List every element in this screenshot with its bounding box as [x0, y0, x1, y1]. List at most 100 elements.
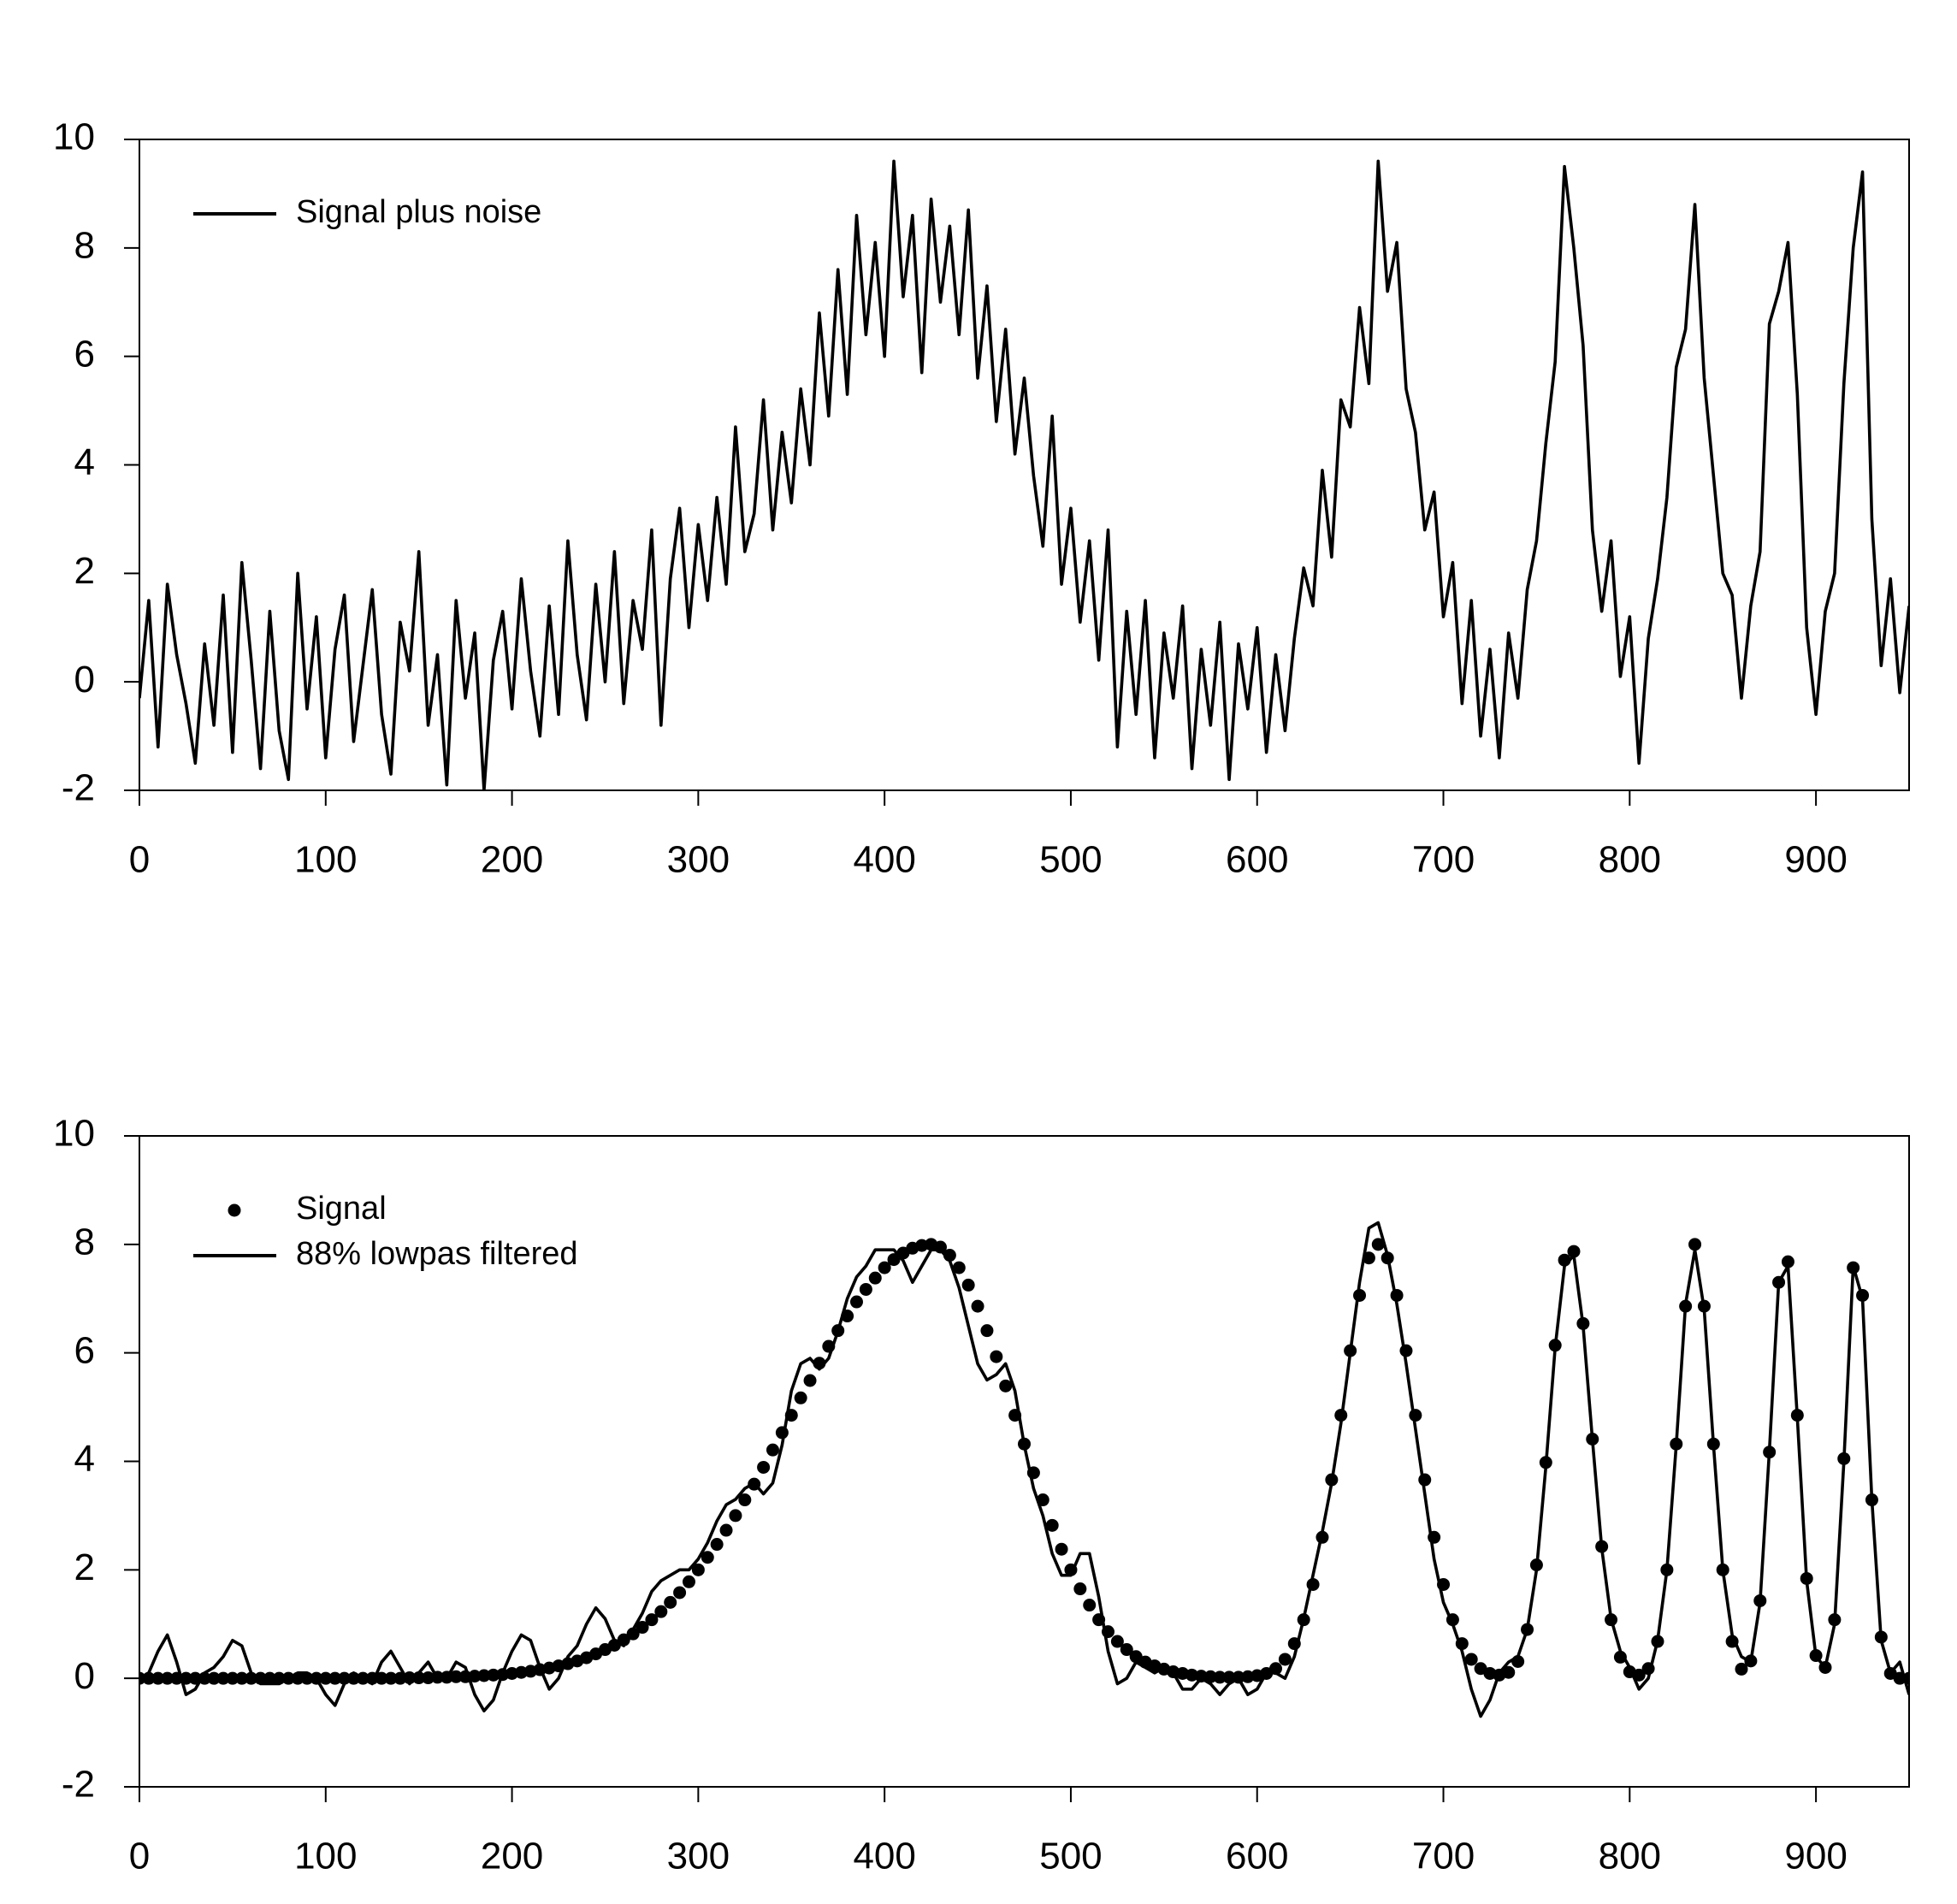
y-tick-label: 8: [74, 224, 95, 266]
signal-marker: [1688, 1238, 1702, 1251]
signal-marker: [514, 1665, 528, 1679]
legend-label: 88% lowpas filtered: [296, 1236, 578, 1272]
signal-marker: [151, 1671, 165, 1685]
signal-marker: [849, 1295, 863, 1309]
y-tick-label: 2: [74, 1546, 95, 1588]
x-tick-label: 900: [1784, 839, 1847, 881]
signal-marker: [710, 1538, 724, 1552]
signal-marker: [328, 1671, 342, 1685]
signal-marker: [384, 1671, 398, 1685]
signal-marker: [859, 1282, 872, 1296]
signal-marker: [719, 1523, 733, 1537]
signal-marker: [375, 1671, 388, 1685]
y-tick-label: 4: [74, 441, 95, 483]
legend-marker: [228, 1203, 241, 1217]
x-tick-label: 100: [294, 839, 357, 881]
y-tick-label: -2: [62, 767, 95, 809]
signal-marker: [729, 1509, 742, 1523]
signal-marker: [207, 1671, 221, 1685]
signal-marker: [915, 1239, 929, 1252]
signal-marker: [1735, 1662, 1748, 1676]
signal-marker: [1567, 1245, 1581, 1258]
y-tick-label: 10: [53, 116, 95, 158]
signal-marker: [636, 1621, 649, 1635]
x-tick-label: 900: [1784, 1836, 1847, 1877]
plot-frame: [139, 1135, 1910, 1788]
x-tick-label: 0: [129, 839, 150, 881]
signal-marker: [766, 1443, 779, 1457]
x-tick-label: 200: [481, 1836, 543, 1877]
plot-frame: [139, 139, 1910, 791]
signal-marker: [216, 1671, 230, 1685]
x-tick-label: 600: [1226, 839, 1288, 881]
signal-marker: [664, 1595, 677, 1609]
x-tick-label: 700: [1412, 839, 1475, 881]
signal-marker: [1045, 1518, 1059, 1532]
x-tick-label: 800: [1599, 839, 1661, 881]
signal-marker: [1241, 1670, 1255, 1683]
signal-marker: [803, 1374, 817, 1387]
signal-marker: [961, 1278, 975, 1292]
signal-marker: [999, 1379, 1013, 1393]
signal-marker: [1781, 1255, 1794, 1268]
signal-marker: [422, 1671, 435, 1685]
signal-marker: [1278, 1653, 1292, 1666]
y-tick-label: 6: [74, 333, 95, 375]
chart: 0 100 200 300 400 500 600 700 800 900 -2 0 2 4 6 8 10 Sig…: [53, 116, 1910, 881]
signal-marker: [1464, 1653, 1478, 1666]
signal-marker: [1110, 1635, 1124, 1648]
signal-marker: [506, 1666, 519, 1680]
y-tick-label: 2: [74, 550, 95, 592]
signal-marker: [645, 1613, 659, 1627]
y-tick-label: 0: [74, 659, 95, 701]
y-tick-label: 6: [74, 1329, 95, 1371]
signal-marker: [990, 1350, 1003, 1363]
signal-marker: [468, 1670, 482, 1683]
signal-marker: [868, 1271, 882, 1285]
signal-marker: [1213, 1670, 1227, 1684]
x-tick-label: 500: [1039, 1836, 1102, 1877]
series-line: [139, 159, 1909, 790]
plot-area: [139, 1221, 1909, 1718]
signal-marker: [1203, 1670, 1217, 1683]
signal-marker: [794, 1391, 807, 1404]
x-tick-label: 500: [1039, 839, 1102, 881]
signal-marker: [1129, 1650, 1143, 1664]
series-line: [139, 1221, 1909, 1718]
x-tick-label: 800: [1599, 1836, 1661, 1877]
signal-marker: [654, 1605, 668, 1618]
legend-label: Signal: [296, 1191, 387, 1227]
y-tick-label: -2: [62, 1764, 95, 1806]
signal-marker: [682, 1575, 695, 1588]
signal-marker: [1073, 1582, 1087, 1596]
x-tick-label: 300: [667, 1836, 730, 1877]
x-tick-label: 100: [294, 1836, 357, 1877]
signal-marker: [757, 1460, 771, 1474]
signal-marker: [878, 1261, 891, 1274]
signal-marker: [1185, 1668, 1199, 1682]
signal-marker: [673, 1586, 687, 1599]
signal-marker: [161, 1671, 174, 1685]
signal-marker: [263, 1671, 276, 1685]
signal-marker: [691, 1563, 705, 1576]
signal-marker: [477, 1669, 491, 1682]
signal-marker: [887, 1253, 901, 1267]
signal-marker: [319, 1671, 333, 1685]
x-tick-label: 300: [667, 839, 730, 881]
signal-marker: [1083, 1599, 1097, 1612]
signal-marker: [235, 1671, 249, 1685]
y-tick-label: 10: [53, 1113, 95, 1155]
signal-marker: [1502, 1665, 1516, 1679]
x-tick-label: 400: [853, 1836, 915, 1877]
signal-marker: [738, 1493, 752, 1507]
y-tick-label: 4: [74, 1438, 95, 1480]
signal-marker: [487, 1668, 500, 1682]
signal-marker: [971, 1299, 984, 1313]
legend-label: Signal plus noise: [296, 194, 541, 230]
x-tick-label: 700: [1412, 1836, 1475, 1877]
signal-marker: [226, 1671, 239, 1685]
x-tick-label: 0: [129, 1836, 150, 1877]
x-tick-label: 200: [481, 839, 543, 881]
